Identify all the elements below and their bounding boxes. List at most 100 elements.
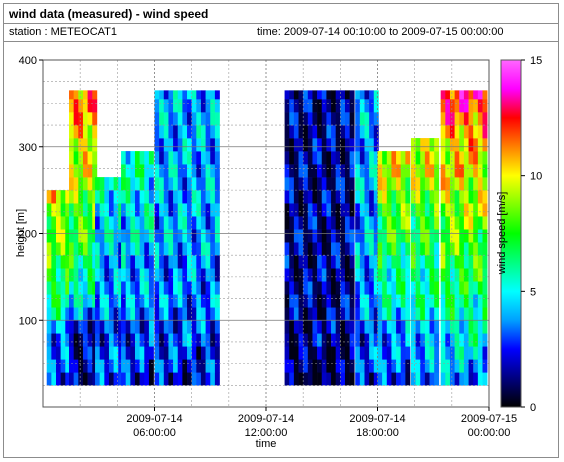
- heatmap-cell: [415, 190, 421, 204]
- heatmap-cell: [210, 112, 216, 126]
- heatmap-cell: [331, 359, 336, 373]
- heatmap-cell: [424, 359, 430, 373]
- heatmap-cell: [400, 281, 406, 295]
- heatmap-cell: [118, 320, 124, 334]
- heatmap-cell: [289, 203, 295, 217]
- heatmap-cell: [173, 164, 179, 178]
- heatmap-cell: [331, 333, 336, 347]
- heatmap-cell: [125, 333, 131, 347]
- heatmap-cell: [396, 216, 402, 230]
- heatmap-cell: [391, 216, 397, 230]
- heatmap-cell: [144, 229, 150, 243]
- heatmap-cell: [69, 359, 74, 373]
- heatmap-cell: [113, 177, 119, 191]
- heatmap-cell: [82, 99, 88, 113]
- heatmap-cell: [482, 372, 488, 386]
- heatmap-cell: [340, 333, 346, 347]
- heatmap-cell: [405, 307, 411, 321]
- heatmap-cell: [396, 203, 402, 217]
- heatmap-cell: [104, 203, 110, 217]
- heatmap-cell: [468, 346, 474, 360]
- heatmap-cell: [349, 320, 355, 334]
- heatmap-cell: [463, 333, 469, 347]
- heatmap-cell: [415, 203, 421, 217]
- heatmap-cell: [312, 333, 318, 347]
- heatmap-cell: [440, 99, 446, 113]
- heatmap-cell: [118, 333, 124, 347]
- heatmap-cell: [335, 99, 341, 113]
- heatmap-cell: [440, 177, 446, 191]
- heatmap-cell: [307, 125, 313, 139]
- heatmap-cell: [92, 99, 98, 113]
- heatmap-cell: [415, 320, 421, 334]
- heatmap-cell: [60, 255, 66, 269]
- heatmap-cell: [51, 203, 57, 217]
- heatmap-cell: [73, 281, 79, 295]
- heatmap-cell: [87, 203, 93, 217]
- heatmap-cell: [298, 268, 304, 282]
- heatmap-cell: [196, 99, 202, 113]
- heatmap-cell: [289, 216, 295, 230]
- heatmap-cell: [200, 229, 206, 243]
- heatmap-cell: [177, 112, 183, 126]
- heatmap-cell: [445, 203, 451, 217]
- heatmap-cell: [349, 190, 355, 204]
- heatmap-cell: [468, 99, 474, 113]
- heatmap-cell: [391, 268, 397, 282]
- heatmap-cell: [148, 190, 154, 204]
- heatmap-cell: [82, 112, 88, 126]
- heatmap-cell: [331, 164, 336, 178]
- heatmap-cell: [78, 320, 84, 334]
- heatmap-cell: [95, 229, 100, 243]
- heatmap-cell: [163, 372, 169, 386]
- heatmap-cell: [118, 281, 124, 295]
- heatmap-cell: [377, 229, 383, 243]
- heatmap-cell: [335, 346, 341, 360]
- heatmap-cell: [420, 151, 426, 165]
- heatmap-cell: [391, 151, 397, 165]
- heatmap-cell: [355, 242, 361, 256]
- heatmap-cell: [307, 346, 313, 360]
- heatmap-cell: [139, 372, 145, 386]
- heatmap-cell: [177, 216, 183, 230]
- heatmap-cell: [56, 333, 61, 347]
- heatmap-cell: [289, 229, 295, 243]
- heatmap-cell: [344, 255, 350, 269]
- heatmap-cell: [214, 177, 220, 191]
- heatmap-cell: [449, 281, 455, 295]
- heatmap-cell: [196, 229, 202, 243]
- heatmap-cell: [321, 268, 327, 282]
- x-tick-label: 06:00:00: [133, 427, 176, 439]
- heatmap-cell: [205, 320, 211, 334]
- heatmap-cell: [87, 112, 93, 126]
- heatmap-cell: [200, 359, 206, 373]
- heatmap-cell: [73, 190, 79, 204]
- heatmap-cell: [148, 255, 154, 269]
- heatmap-cell: [284, 190, 290, 204]
- heatmap-cell: [46, 255, 52, 269]
- heatmap-cell: [420, 333, 426, 347]
- heatmap-cell: [191, 294, 197, 308]
- heatmap-cell: [359, 151, 365, 165]
- chart-title: wind data (measured) - wind speed: [9, 7, 209, 21]
- heatmap-cell: [317, 372, 323, 386]
- heatmap-cell: [134, 229, 140, 243]
- heatmap-cell: [359, 112, 365, 126]
- heatmap-cell: [429, 372, 435, 386]
- heatmap-cell: [424, 268, 430, 282]
- heatmap-cell: [78, 346, 84, 360]
- heatmap-cell: [312, 307, 318, 321]
- heatmap-cell: [445, 125, 451, 139]
- heatmap-cell: [410, 177, 416, 191]
- heatmap-cell: [148, 359, 154, 373]
- heatmap-cell: [415, 229, 421, 243]
- heatmap-cell: [214, 125, 220, 139]
- heatmap-cell: [386, 333, 392, 347]
- heatmap-cell: [364, 268, 370, 282]
- heatmap-cell: [196, 151, 202, 165]
- x-axis-label: time: [256, 438, 277, 450]
- heatmap-cell: [349, 372, 355, 386]
- heatmap-cell: [148, 268, 154, 282]
- heatmap-cell: [434, 138, 440, 152]
- heatmap-cell: [144, 372, 150, 386]
